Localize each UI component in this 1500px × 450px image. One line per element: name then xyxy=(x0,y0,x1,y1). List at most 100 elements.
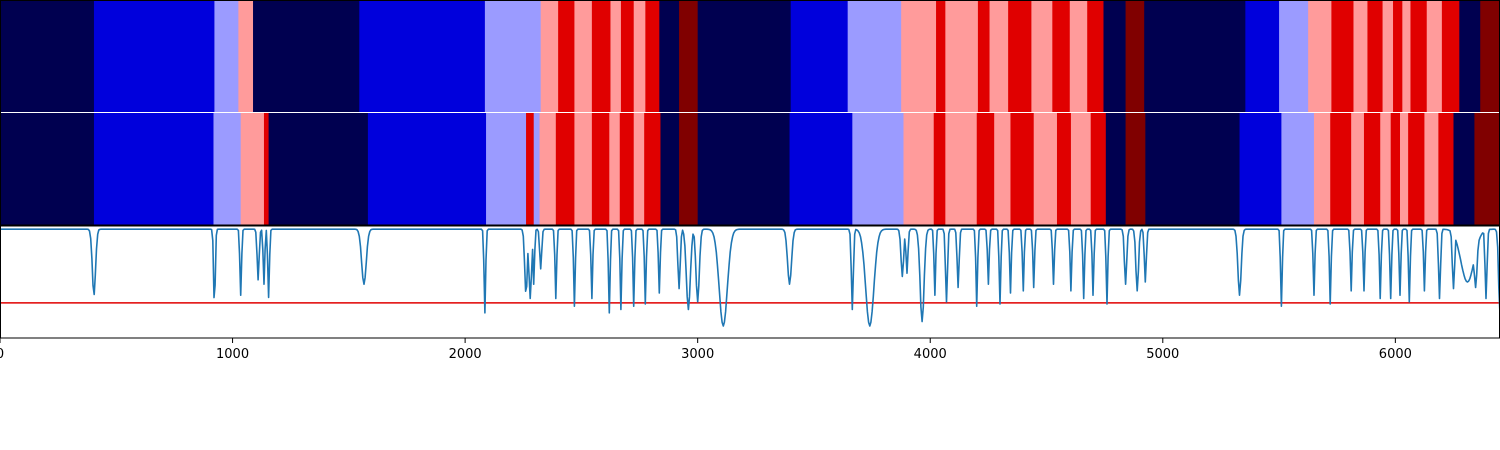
heatmap-cell xyxy=(1308,0,1332,112)
line-panel xyxy=(0,225,1500,339)
heatmap-cell xyxy=(1070,113,1092,225)
heatmap-cell xyxy=(240,113,265,225)
heatmap-cell xyxy=(1281,113,1315,225)
heatmap-cell xyxy=(367,113,487,225)
heatmap-cell xyxy=(1480,0,1500,112)
heatmap-cell xyxy=(977,0,991,112)
heatmap-cell xyxy=(1125,0,1145,112)
heatmap-cell xyxy=(1331,0,1355,112)
heatmap-cell xyxy=(633,0,646,112)
heatmap-cell xyxy=(533,113,541,225)
heatmap-cell xyxy=(1033,113,1058,225)
heatmap-cell xyxy=(1426,0,1443,112)
heatmap-cell xyxy=(263,113,270,225)
heatmap-cell xyxy=(1239,113,1282,225)
heatmap-cell xyxy=(659,0,680,112)
heatmap-cell xyxy=(994,113,1012,225)
heatmap-cell xyxy=(540,0,559,112)
heatmap-cell xyxy=(1400,113,1409,225)
heatmap-cell xyxy=(679,0,699,112)
heatmap-cell xyxy=(238,0,254,112)
heatmap-cell xyxy=(644,113,662,225)
heatmap-cell xyxy=(790,0,849,112)
x-tick-label: 6000 xyxy=(1379,347,1412,362)
heatmap-cell xyxy=(484,0,542,112)
heatmap-cell xyxy=(1090,113,1107,225)
heatmap-row-reference xyxy=(0,113,1500,225)
x-tick-label: 5000 xyxy=(1146,347,1179,362)
heatmap-cell xyxy=(1031,0,1053,112)
heatmap-cell xyxy=(1087,0,1105,112)
heatmap-cell xyxy=(901,0,937,112)
heatmap-cell xyxy=(526,113,535,225)
heatmap-cell xyxy=(591,113,610,225)
heatmap-cell xyxy=(1353,0,1369,112)
heatmap-cell xyxy=(1459,0,1481,112)
heatmap-cell xyxy=(976,113,995,225)
heatmap-cell xyxy=(1052,0,1071,112)
heatmap-cell xyxy=(1363,113,1381,225)
heatmap-cell xyxy=(486,113,527,225)
heatmap-cell xyxy=(609,113,621,225)
heatmap-row-predicted xyxy=(0,0,1500,112)
heatmap-cell xyxy=(936,0,946,112)
heatmap-cell xyxy=(903,113,935,225)
heatmap-cell xyxy=(1441,0,1460,112)
heatmap-cell xyxy=(1069,0,1088,112)
heatmap-cell xyxy=(1279,0,1309,112)
heatmap-cell xyxy=(1313,113,1331,225)
heatmap-cell xyxy=(0,0,95,112)
heatmap-cell xyxy=(1103,0,1127,112)
heatmap-cell xyxy=(660,113,680,225)
heatmap-cell xyxy=(847,0,902,112)
line-panel-background xyxy=(0,226,1500,338)
heatmap-cell xyxy=(1474,113,1500,225)
heatmap-cell xyxy=(555,113,576,225)
x-tick-label: 2000 xyxy=(449,347,482,362)
heatmap-cell xyxy=(591,0,612,112)
heatmap-cell xyxy=(1010,113,1035,225)
heatmap-cell xyxy=(945,0,979,112)
heatmap-cell xyxy=(359,0,486,112)
heatmap-cell xyxy=(620,0,635,112)
heatmap-cell xyxy=(1438,113,1455,225)
heatmap-cell xyxy=(789,113,853,225)
x-tick-label: 3000 xyxy=(681,347,714,362)
heatmap-cell xyxy=(1453,113,1476,225)
heatmap-cell xyxy=(1367,0,1384,112)
heatmap-cell xyxy=(933,113,946,225)
heatmap-cell xyxy=(1402,0,1412,112)
x-tick-label: 4000 xyxy=(914,347,947,362)
heatmap-cell xyxy=(1424,113,1439,225)
heatmap-cell xyxy=(1125,113,1146,225)
heatmap-cell xyxy=(697,113,791,225)
x-axis: 0 1000 2000 3000 4000 5000 6000 xyxy=(0,338,1412,362)
heatmap-cell xyxy=(574,113,593,225)
heatmap-cell xyxy=(852,113,905,225)
heatmap-cell xyxy=(574,0,593,112)
series-line xyxy=(0,228,1500,327)
heatmap-cell xyxy=(1105,113,1127,225)
heatmap-cell xyxy=(268,113,369,225)
heatmap-cell xyxy=(93,0,216,112)
heatmap-cell xyxy=(619,113,635,225)
heatmap-cell xyxy=(253,0,360,112)
heatmap-cell xyxy=(679,113,699,225)
x-tick-label: 1000 xyxy=(216,347,249,362)
heatmap-cell xyxy=(214,0,239,112)
heatmap-cell xyxy=(645,0,660,112)
heatmap-cell xyxy=(945,113,978,225)
heatmap-cell xyxy=(558,0,576,112)
heatmap-cell xyxy=(697,0,792,112)
heatmap-cell xyxy=(610,0,622,112)
heatmap-cell xyxy=(93,113,215,225)
heatmap-cell xyxy=(1410,0,1428,112)
heatmap-cell xyxy=(1144,0,1246,112)
heatmap-cell xyxy=(1408,113,1426,225)
heatmap-cell xyxy=(1245,0,1280,112)
heatmap-cell xyxy=(1330,113,1352,225)
heatmap-cell xyxy=(539,113,557,225)
heatmap-cell xyxy=(1145,113,1241,225)
heatmap-cell xyxy=(1008,0,1032,112)
